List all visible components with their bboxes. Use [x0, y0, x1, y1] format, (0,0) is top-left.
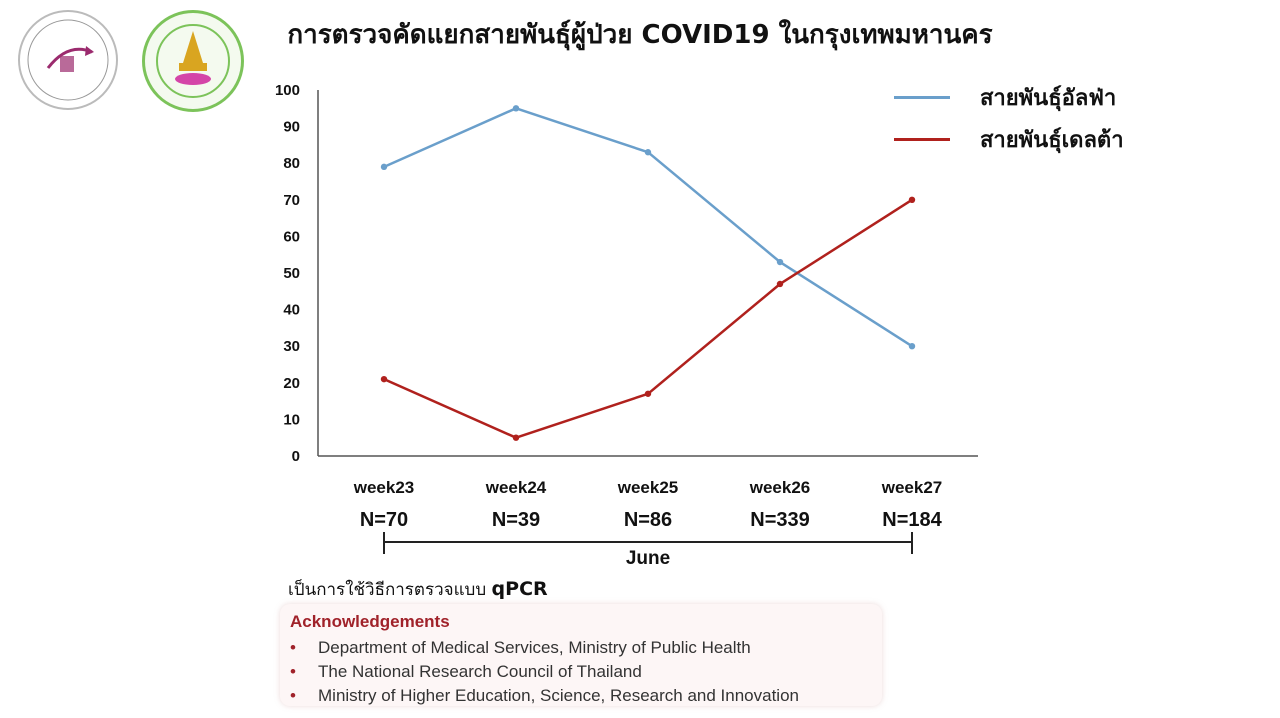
y-tick-labels: 0 10 20 30 40 50 60 70 80 90 100: [275, 82, 300, 465]
chart-title: การตรวจคัดแยกสายพันธุ์ผู้ป่วย COVID19 ใน…: [287, 20, 993, 50]
list-item: • Ministry of Higher Education, Science, …: [290, 684, 799, 708]
bullet-icon: •: [290, 686, 296, 705]
legend-swatch-alpha: [894, 95, 950, 99]
sample-size-label: N=86: [624, 509, 672, 531]
ack-text: The National Research Council of Thailan…: [318, 662, 642, 681]
data-point-0: [908, 343, 916, 350]
list-item: • Department of Medical Services, Ministr…: [290, 636, 799, 660]
acknowledgements-title: Acknowledgements: [290, 612, 450, 631]
data-point-0: [644, 149, 652, 156]
sample-size-label: N=184: [882, 509, 942, 531]
sample-size-label: N=39: [492, 509, 540, 531]
y-tick-label: 60: [283, 228, 300, 245]
x-tick-label: week24: [485, 478, 547, 497]
x-axis-label: June: [626, 548, 670, 569]
series-line-1: [383, 198, 913, 439]
x-tick-label: week27: [881, 478, 943, 497]
data-point-1: [512, 434, 520, 441]
y-tick-label: 30: [283, 338, 300, 355]
data-point-1: [776, 280, 784, 288]
acknowledgements-list: • Department of Medical Services, Ministr…: [290, 636, 799, 708]
legend-swatch-delta: [894, 137, 950, 141]
y-tick-label: 50: [283, 265, 300, 282]
bullet-icon: •: [290, 638, 296, 657]
ack-text: Department of Medical Services, Ministry…: [318, 638, 751, 657]
y-tick-label: 10: [283, 411, 300, 428]
y-tick-label: 90: [283, 119, 300, 136]
x-tick-label: week23: [353, 478, 415, 497]
bullet-icon: •: [290, 662, 296, 681]
series-line-0: [383, 107, 913, 348]
faculty-of-medicine-chulalongkorn-logo: [142, 10, 244, 112]
list-item: • The National Research Council of Thaila…: [290, 660, 799, 684]
data-point-0: [512, 105, 520, 112]
x-tick-label: week25: [617, 478, 679, 497]
data-point-0: [776, 258, 784, 266]
method-bold: qPCR: [491, 578, 548, 600]
y-tick-label: 40: [283, 302, 300, 319]
legend-item-delta: สายพันธุ์เดลต้า: [894, 118, 1124, 160]
ack-text: Ministry of Higher Education, Science, R…: [318, 686, 799, 705]
y-tick-label: 100: [275, 82, 300, 99]
center-of-excellence-logo: [18, 10, 118, 110]
series-lines: [380, 105, 916, 441]
y-tick-label: 80: [283, 155, 300, 172]
data-point-0: [380, 163, 388, 171]
data-point-1: [644, 390, 652, 397]
y-tick-label: 0: [292, 448, 300, 465]
legend-item-alpha: สายพันธุ์อัลฟ่า: [894, 76, 1124, 118]
data-point-1: [908, 196, 916, 203]
x-tick-label: week26: [749, 478, 811, 497]
sample-size-label: N=70: [360, 509, 408, 531]
legend-label-alpha: สายพันธุ์อัลฟ่า: [980, 85, 1117, 111]
y-tick-label: 20: [283, 375, 300, 392]
x-tick-labels: week23 N=70 week24 N=39 week25 N=86 week26 N=33…: [353, 478, 943, 531]
acknowledgements-box: Acknowledgements • Department of Medical …: [280, 604, 882, 706]
june-bracket: June: [383, 532, 913, 569]
legend-label-delta: สายพันธุ์เดลต้า: [980, 127, 1124, 153]
sample-size-label: N=339: [750, 509, 810, 531]
legend: สายพันธุ์อัลฟ่า สายพันธุ์เดลต้า: [894, 76, 1124, 160]
method-note: เป็นการใช้วิธีการตรวจแบบ qPCR: [288, 576, 548, 603]
data-point-1: [380, 375, 388, 383]
chart-axes: [317, 90, 978, 457]
y-tick-label: 70: [283, 192, 300, 209]
method-text: เป็นการใช้วิธีการตรวจแบบ: [288, 580, 487, 600]
